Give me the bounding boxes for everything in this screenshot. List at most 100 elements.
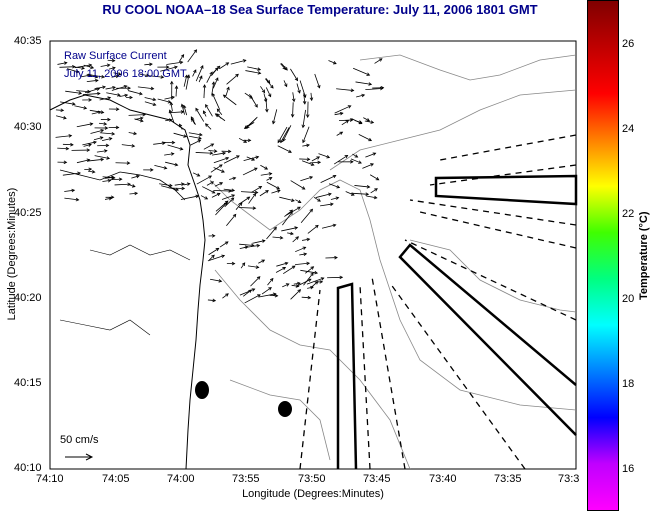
current-vector-head <box>309 208 314 213</box>
current-vector <box>283 80 288 87</box>
current-vector-head <box>252 206 257 210</box>
current-vector-head <box>228 189 233 193</box>
current-vector-head <box>306 143 310 148</box>
current-vector-head <box>193 69 197 73</box>
current-vector-head <box>111 175 116 180</box>
current-vector-head <box>336 185 341 189</box>
current-vector <box>221 194 235 200</box>
current-vector-head <box>112 66 116 70</box>
current-vector <box>59 66 75 68</box>
current-vector-head <box>133 131 138 136</box>
current-vector-head <box>370 120 375 124</box>
current-vector-head <box>274 293 279 298</box>
current-vector <box>203 143 214 150</box>
current-vector-head <box>291 198 295 202</box>
current-vector <box>223 155 240 164</box>
current-vector <box>246 156 255 161</box>
current-vector <box>276 262 288 267</box>
current-vector-head <box>70 142 74 147</box>
current-vector <box>351 192 369 195</box>
current-vector-head <box>326 155 331 159</box>
current-vector-head <box>106 63 111 68</box>
current-vector <box>111 75 119 78</box>
y-tick-label: 40:20 <box>14 292 42 304</box>
current-vector-head <box>117 72 122 76</box>
current-vector <box>205 104 213 117</box>
current-vector <box>65 90 82 94</box>
current-vector <box>207 255 225 262</box>
current-vector <box>299 80 306 98</box>
current-vector <box>135 117 143 120</box>
current-vector <box>265 77 271 84</box>
current-vector-head <box>126 161 131 165</box>
current-vector <box>230 59 246 65</box>
current-vector-head <box>106 156 111 160</box>
current-vector-head <box>208 175 213 179</box>
current-vector <box>94 86 106 90</box>
current-vector <box>284 209 293 217</box>
current-vector-head <box>211 81 216 85</box>
current-vector <box>121 144 135 147</box>
current-vector-head <box>134 191 139 196</box>
current-vector-head <box>235 73 239 78</box>
current-vector-head <box>319 280 324 284</box>
depth-contour <box>209 179 577 411</box>
current-vector <box>188 132 203 136</box>
current-vector <box>239 207 256 209</box>
current-vector-head <box>232 176 237 181</box>
current-vector <box>305 266 314 274</box>
current-vector <box>165 161 178 166</box>
current-vector <box>160 66 178 72</box>
current-vector <box>90 129 104 134</box>
current-vector-head <box>150 168 154 172</box>
current-vector-head <box>127 86 131 90</box>
current-vector-head <box>334 255 338 260</box>
current-vector <box>354 185 370 188</box>
current-vector-head <box>261 259 266 263</box>
current-vector <box>247 265 259 268</box>
depth-contour <box>359 54 577 81</box>
current-vector-head <box>104 126 109 130</box>
current-vector-head <box>100 110 105 114</box>
current-vector-head <box>349 118 354 122</box>
current-vector-head <box>105 143 110 148</box>
current-vector-head <box>297 281 301 286</box>
current-vector <box>345 191 355 196</box>
current-vector <box>207 299 216 302</box>
y-tick-label: 40:30 <box>14 121 42 133</box>
current-vector <box>113 72 121 75</box>
current-vector <box>215 200 229 212</box>
current-vector <box>260 173 272 176</box>
current-vector-head <box>175 187 180 192</box>
map-title: RU COOL NOAA–18 Sea Surface Temperature:… <box>102 2 538 17</box>
current-vector-head <box>345 120 350 124</box>
current-vector-head <box>200 65 204 69</box>
current-vector <box>57 147 69 150</box>
current-vector-head <box>288 149 292 153</box>
current-vector <box>183 75 188 87</box>
current-vector-head <box>317 84 321 89</box>
current-vector <box>192 69 197 77</box>
current-vector-head <box>63 61 68 65</box>
current-vector <box>214 182 223 187</box>
current-vector <box>174 183 184 186</box>
current-vector-head <box>307 295 312 300</box>
x-tick-label: 74:05 <box>102 473 130 485</box>
current-vector-head <box>378 58 383 62</box>
current-vector-head <box>332 61 337 65</box>
current-vector <box>292 92 295 102</box>
current-vector-head <box>68 134 73 138</box>
current-vector <box>94 155 110 159</box>
current-vector <box>164 153 174 156</box>
current-vector-head <box>255 265 260 269</box>
current-vector-head <box>373 195 378 200</box>
current-vector-head <box>182 104 187 109</box>
current-vector <box>223 94 237 106</box>
current-vector <box>242 167 258 176</box>
current-vector-head <box>231 188 236 193</box>
current-vector <box>293 282 301 285</box>
current-vector-head <box>224 241 229 245</box>
current-vector <box>208 150 217 152</box>
current-vector-head <box>218 279 223 283</box>
current-vector-head <box>83 106 88 110</box>
